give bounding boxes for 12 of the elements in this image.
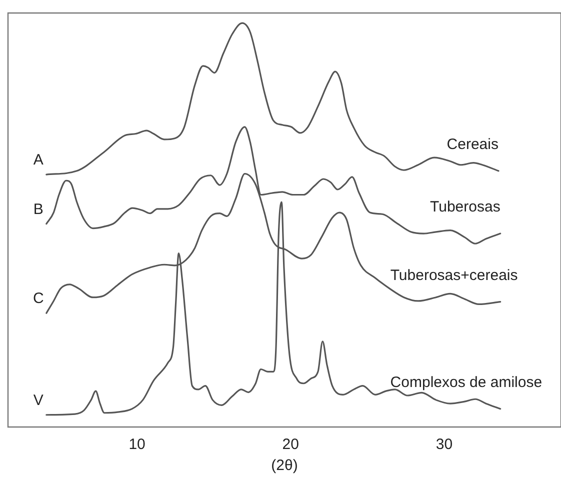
x-tick-label: 20 <box>282 436 299 454</box>
annotation: B <box>33 200 44 218</box>
x-tick-label: 30 <box>436 436 453 454</box>
annotation: V <box>33 392 44 410</box>
annotation: C <box>32 290 44 308</box>
series-label: Tuberosas+cereais <box>390 266 518 284</box>
x-axis-title: (2θ) <box>271 457 298 474</box>
series-label: Cereais <box>446 136 498 154</box>
series-label: Complexos de amilose <box>390 374 542 391</box>
x-tick-label: 10 <box>128 436 146 454</box>
annotation: A <box>33 152 44 169</box>
series-label: Tuberosas <box>430 198 500 216</box>
